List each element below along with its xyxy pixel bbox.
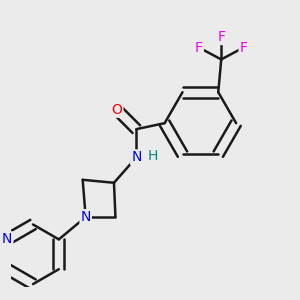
- Text: O: O: [112, 103, 122, 117]
- Text: F: F: [195, 40, 203, 55]
- Text: N: N: [131, 150, 142, 164]
- Text: F: F: [240, 40, 248, 55]
- Text: F: F: [217, 30, 225, 44]
- Text: N: N: [80, 210, 91, 224]
- Text: N: N: [2, 232, 12, 246]
- Text: H: H: [148, 149, 158, 163]
